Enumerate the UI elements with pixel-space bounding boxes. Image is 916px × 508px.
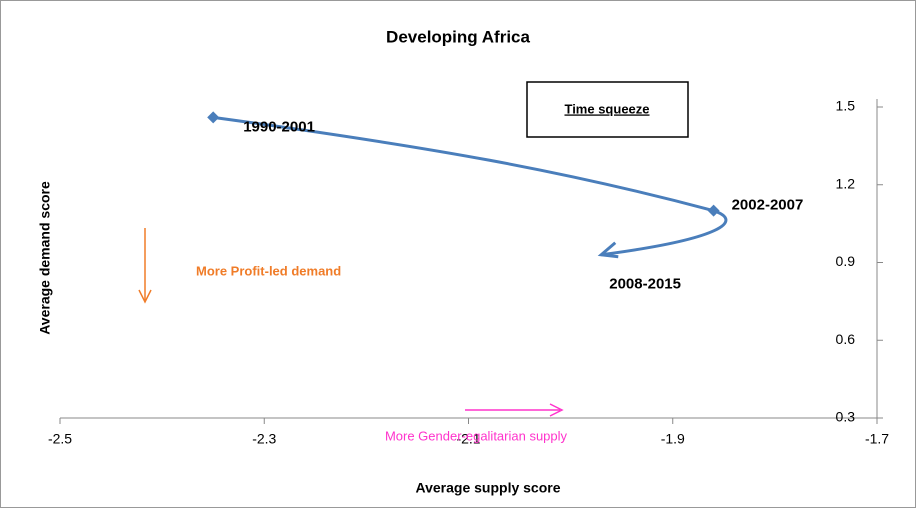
point-label: 1990-2001 <box>243 118 315 135</box>
x-tick-label: -2.3 <box>252 431 276 447</box>
x-axis-label: Average supply score <box>416 480 561 496</box>
data-line <box>212 115 728 257</box>
y-tick-label: 0.6 <box>836 331 856 347</box>
y-axis-label: Average demand score <box>37 181 53 335</box>
point-label: 2008-2015 <box>609 276 681 293</box>
y-tick-label: 0.9 <box>836 253 856 269</box>
annotation-arrow-head <box>138 289 152 304</box>
y-tick-label: 0.3 <box>836 409 856 425</box>
x-tick-label: -2.5 <box>48 431 72 447</box>
x-tick-label: -2.1 <box>456 431 480 447</box>
annotation: Time squeeze <box>564 101 649 116</box>
x-tick-label: -1.7 <box>865 431 889 447</box>
annotation: More Gender-egalitarian supply <box>385 428 568 443</box>
point-marker <box>207 111 220 124</box>
arrow-head <box>597 241 619 259</box>
y-tick-label: 1.2 <box>836 175 856 191</box>
annotation-box <box>526 81 689 138</box>
annotation: More Profit-led demand <box>196 263 341 278</box>
point-marker <box>707 204 720 217</box>
point-label: 2002-2007 <box>732 197 804 214</box>
annotation-arrow-head <box>549 403 564 417</box>
x-tick-label: -1.9 <box>661 431 685 447</box>
y-tick-label: 1.5 <box>836 98 856 114</box>
chart-title: Developing Africa <box>386 27 530 46</box>
